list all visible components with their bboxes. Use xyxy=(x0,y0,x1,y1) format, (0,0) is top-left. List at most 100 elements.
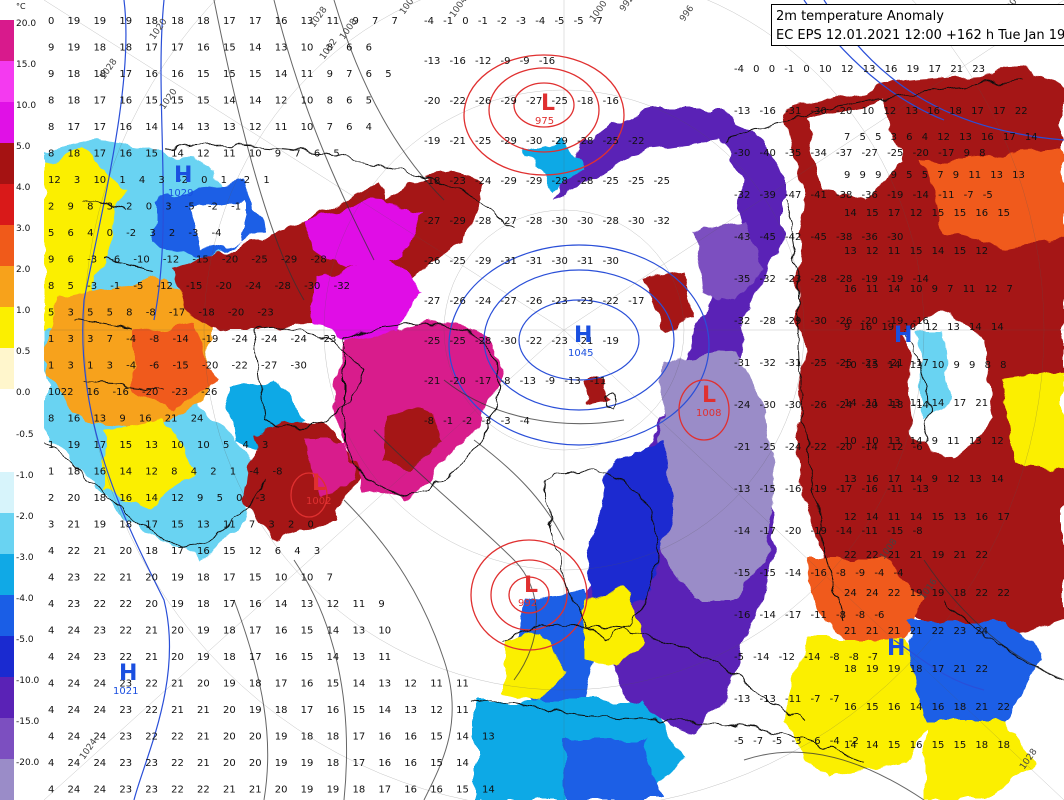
station-row: 1 3 3 7 -4 -8 -14 -19 -24 -24 -24 -23 xyxy=(48,334,336,345)
station-row: -5 -14 -12 -14 -8 -8 -7 xyxy=(734,652,878,663)
field-quebec-hot xyxy=(304,440,354,500)
legend-label: 1.0 xyxy=(16,306,31,317)
isobars-low xyxy=(290,54,730,651)
pressure-center-letter: L xyxy=(541,91,555,116)
station-row: 16 15 16 14 16 18 21 22 xyxy=(844,702,1010,713)
station-row: -30 -40 -35 -34 -37 -27 -25 -20 -17 9 8 xyxy=(734,148,986,159)
legend-label: -1.0 xyxy=(16,470,34,481)
pressure-center-value: 992 xyxy=(518,598,537,609)
pressure-center-letter: L xyxy=(524,573,538,598)
field-alaska-neutral xyxy=(364,150,424,200)
legend-label: 3.0 xyxy=(16,224,31,235)
legend-label: 20.0 xyxy=(16,19,37,29)
legend-label: 10.0 xyxy=(16,101,37,112)
legend-label: -0.5 xyxy=(16,429,34,440)
legend-label: -2.0 xyxy=(16,511,34,522)
pressure-center-letter: H xyxy=(119,661,137,686)
station-row: 4 23 22 22 20 19 18 17 16 14 13 12 11 9 xyxy=(48,599,385,610)
station-row: 12 3 10 1 4 3 -2 0 1 -2 1 xyxy=(48,175,270,186)
station-row: 1022 16 -16 -20 -23 -26 xyxy=(48,387,217,398)
station-row: 10 15 14 13 10 9 9 8 8 xyxy=(844,360,1007,371)
station-row: -19 -21 -25 -29 -30 -29 -28 -25 -22 xyxy=(424,136,644,147)
field-canada-hot xyxy=(304,200,424,270)
temperature-anomaly-map: 0 19 19 19 18 18 18 17 17 16 13 11 9 7 7… xyxy=(44,0,1064,800)
station-row: 14 14 15 16 15 15 18 18 xyxy=(844,740,1010,751)
station-row: 18 19 19 18 17 21 22 xyxy=(844,664,988,675)
field-asia-north-neutral xyxy=(804,100,904,200)
field-scandinavia-cold xyxy=(584,440,674,620)
pressure-center-value: 1029 xyxy=(168,188,193,199)
station-row: 4 22 21 20 18 17 16 15 12 6 4 3 xyxy=(48,546,320,557)
station-row: 8 16 13 9 16 21 24 xyxy=(48,414,203,425)
legend-label: 0.0 xyxy=(16,388,31,399)
station-row: 5 6 4 0 -2 3 2 -3 -4 xyxy=(48,228,222,239)
field-na-coast-warm xyxy=(44,150,124,330)
field-mediterranean-cold xyxy=(564,740,664,800)
field-iceland-warm xyxy=(584,380,609,405)
station-row: 7 5 5 3 6 4 12 13 16 17 14 xyxy=(844,132,1038,143)
station-row: 4 24 24 23 22 21 21 20 19 18 17 16 15 14… xyxy=(48,705,469,716)
station-row: 24 24 22 19 19 18 22 22 xyxy=(844,588,1010,599)
legend-swatch xyxy=(0,717,14,760)
anomaly-fields xyxy=(44,70,1064,800)
station-row: 8 17 17 16 14 14 13 13 12 11 10 7 6 4 xyxy=(48,122,372,133)
pressure-center-letter: H xyxy=(894,323,912,348)
station-row: 10 10 13 14 9 11 13 12 xyxy=(844,436,1004,447)
station-row: 8 18 17 16 15 15 15 14 14 12 10 8 6 5 xyxy=(48,96,372,107)
station-row: 1 19 17 15 13 10 10 5 4 3 xyxy=(48,440,268,451)
legend-swatch xyxy=(0,758,14,800)
pressure-center-value: 975 xyxy=(535,116,554,127)
field-na-central-hot xyxy=(134,320,214,410)
station-values: 0 19 19 19 18 18 18 17 17 16 13 11 9 7 7… xyxy=(48,16,1038,796)
station-row: -18 -23 -24 -29 -29 -28 -28 -25 -25 -25 xyxy=(424,176,670,187)
station-row: -13 -15 -16 -19 -17 -16 -11 -13 xyxy=(734,484,929,495)
station-row: -14 -17 -20 -19 -14 -11 -15 -8 xyxy=(734,526,923,537)
station-row: 9 18 18 17 16 16 15 15 15 14 11 9 7 6 5 xyxy=(48,69,392,80)
field-siberia-cold xyxy=(694,220,764,300)
station-row: -26 -25 -29 -31 -31 -30 -31 -30 xyxy=(424,256,619,267)
legend-label: 15.0 xyxy=(16,60,37,71)
station-row: -25 -25 -28 -30 -22 -23 -21 -19 xyxy=(424,336,619,347)
station-row: -21 -25 -24 -22 -20 -14 -12 -6 xyxy=(734,442,923,453)
legend-label: -10.0 xyxy=(16,675,40,686)
station-row: 4 24 24 23 23 22 21 20 20 19 19 18 17 16… xyxy=(48,758,469,769)
field-greenland xyxy=(334,320,504,500)
field-russia-very-cold xyxy=(654,350,774,600)
map-grid xyxy=(44,0,1064,800)
pressure-center-value: 1008 xyxy=(696,408,721,419)
field-alps-warm xyxy=(584,590,644,670)
station-row: 21 21 21 21 22 23 24 xyxy=(844,626,988,637)
station-row: 13 12 11 15 14 15 12 xyxy=(844,246,988,257)
map-title-box: 2m temperature Anomaly EC EPS 12.01.2021… xyxy=(771,4,1064,46)
field-baikal-cold xyxy=(914,330,949,420)
station-row: 1 18 16 14 12 8 4 2 1 -4 -8 xyxy=(48,467,282,478)
field-svalbard-cold xyxy=(524,140,584,190)
station-row: 9 16 19 10 12 13 14 14 xyxy=(844,322,1004,333)
legend-swatch xyxy=(0,307,14,349)
station-row: -35 -32 -23 -28 -28 -19 -19 -14 xyxy=(734,274,929,285)
field-na-north-neutral xyxy=(194,200,244,250)
station-row: 4 24 24 23 22 22 21 20 20 19 18 18 17 16… xyxy=(48,732,495,743)
station-row: 4 23 22 21 20 19 18 17 15 10 10 7 xyxy=(48,573,333,584)
legend-swatch xyxy=(0,430,14,473)
legend-swatch xyxy=(0,553,14,596)
legend-swatch xyxy=(0,471,14,514)
station-row: -15 -15 -14 -16 -8 -9 -4 -4 xyxy=(734,568,903,579)
legend-label: -20.0 xyxy=(16,757,40,768)
station-row: 0 19 19 19 18 18 18 17 17 16 13 11 9 7 7 xyxy=(48,16,398,27)
legend-label: 5.0 xyxy=(16,142,31,153)
pressure-center-letter: H xyxy=(887,636,905,661)
station-row: 9 9 9 9 5 5 7 9 11 13 13 xyxy=(844,170,1025,181)
map-panel: 0 19 19 19 18 18 18 17 17 16 13 11 9 7 7… xyxy=(44,0,1064,800)
station-row: 8 5 -3 -1 -5 -12 -15 -20 -24 -28 -30 -32 xyxy=(48,281,350,292)
pressure-center-letter: L xyxy=(702,383,716,408)
legend-swatch xyxy=(0,594,14,637)
station-row: 2 9 8 3 2 0 3 -5 -2 -1 xyxy=(48,202,241,213)
station-row: 13 16 17 14 9 12 13 14 xyxy=(844,474,1004,485)
station-row: 2 20 18 16 14 12 9 5 0 -3 xyxy=(48,493,266,504)
station-row: 3 21 19 18 17 15 13 11 7 3 2 0 xyxy=(48,520,314,531)
station-row: 4 24 23 22 21 20 19 18 17 16 15 14 13 10 xyxy=(48,626,391,637)
field-iberia-warm xyxy=(504,630,564,700)
legend-swatch xyxy=(0,20,14,62)
